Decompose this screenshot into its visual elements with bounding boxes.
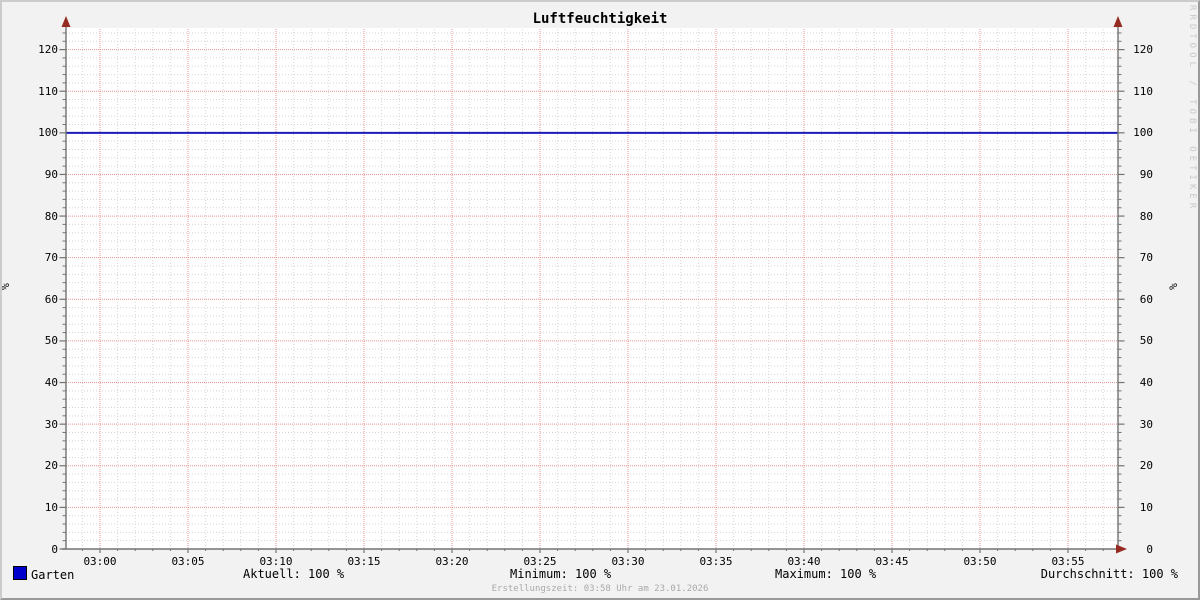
y-tick-label-right: 100 [1133, 126, 1153, 140]
chart-title: Luftfeuchtigkeit [532, 11, 668, 27]
x-tick-label: 03:30 [611, 555, 645, 568]
legend-series: Garten [13, 566, 74, 583]
y-tick-label-right: 120 [1133, 43, 1153, 57]
series-color-swatch [13, 566, 27, 580]
y-tick-label-left: 10 [44, 500, 58, 514]
x-tick-label: 03:20 [435, 555, 469, 568]
creation-time-label: Erstellungszeit: 03:58 Uhr am 23.01.2026 [491, 584, 709, 594]
stat-maximum: Maximum: 100 % [775, 567, 877, 581]
series-label: Garten [31, 568, 75, 582]
y-axis-unit-label-right: % [1166, 283, 1180, 290]
y-tick-label-left: 30 [44, 417, 58, 431]
y-tick-label-left: 90 [44, 167, 58, 181]
y-tick-label-left: 120 [38, 43, 58, 57]
stat-aktuell: Aktuell: 100 % [243, 567, 345, 581]
x-tick-label: 03:00 [83, 555, 117, 568]
x-tick-label: 03:15 [347, 555, 381, 568]
y-tick-label-right: 90 [1139, 167, 1153, 181]
y-tick-label-right: 50 [1139, 334, 1153, 348]
y-tick-label-right: 40 [1139, 376, 1153, 390]
stat-minimum: Minimum: 100 % [510, 567, 612, 581]
y-tick-label-left: 60 [44, 292, 58, 306]
x-tick-label: 03:55 [1051, 555, 1085, 568]
x-tick-label: 03:50 [963, 555, 997, 568]
x-tick-label: 03:35 [699, 555, 733, 568]
y-tick-label-left: 50 [44, 334, 58, 348]
y-tick-label-left: 110 [38, 84, 58, 98]
y-tick-label-right: 60 [1139, 292, 1153, 306]
x-tick-label: 03:05 [171, 555, 205, 568]
y-tick-label-right: 0 [1146, 542, 1153, 556]
stat-durchschnitt: Durchschnitt: 100 % [1040, 567, 1178, 581]
y-tick-label-left: 70 [44, 251, 58, 265]
x-tick-label: 03:45 [875, 555, 909, 568]
y-tick-label-left: 80 [44, 209, 58, 223]
y-tick-label-left: 0 [51, 542, 58, 556]
y-tick-label-right: 30 [1139, 417, 1153, 431]
y-tick-label-right: 70 [1139, 251, 1153, 265]
y-tick-label-left: 100 [38, 126, 58, 140]
x-tick-label: 03:40 [787, 555, 821, 568]
y-tick-label-right: 20 [1139, 459, 1153, 473]
y-axis-unit-label-left: % [0, 283, 12, 290]
x-tick-label: 03:25 [523, 555, 557, 568]
x-tick-label: 03:10 [259, 555, 293, 568]
y-tick-label-right: 10 [1139, 500, 1153, 514]
y-tick-label-right: 80 [1139, 209, 1153, 223]
y-tick-label-left: 20 [44, 459, 58, 473]
y-tick-label-right: 110 [1133, 84, 1153, 98]
rrdtool-watermark: RRDTOOL / TOBI OETIKER [1187, 5, 1197, 213]
y-tick-label-left: 40 [44, 376, 58, 390]
